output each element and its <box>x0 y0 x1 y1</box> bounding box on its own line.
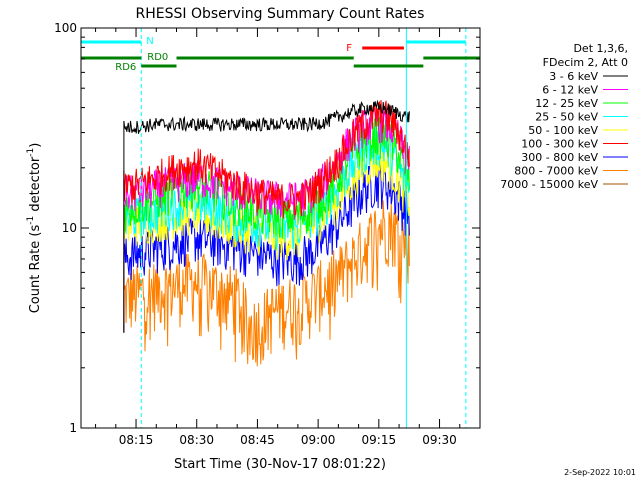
legend-label-1: 6 - 12 keV <box>542 84 598 97</box>
legend-label-6: 300 - 800 keV <box>521 151 598 164</box>
x-tick-label-1: 08:30 <box>179 433 214 447</box>
x-tick-label-3: 09:00 <box>301 433 336 447</box>
y-tick-label-0: 1 <box>69 421 77 435</box>
legend-label-8: 7000 - 15000 keV <box>500 178 598 191</box>
x-tick-label-5: 09:30 <box>422 433 457 447</box>
legend-label-5: 100 - 300 keV <box>521 138 598 151</box>
segment-bar-label-3: RD0 <box>147 52 168 63</box>
x-axis-label: Start Time (30-Nov-17 08:01:22) <box>174 457 386 472</box>
legend-label-2: 12 - 25 keV <box>535 97 598 110</box>
x-tick-label-2: 08:45 <box>240 433 275 447</box>
y-axis-label-sup-2: -1 <box>26 148 36 157</box>
y-axis-label-main: Count Rate (s <box>28 225 43 314</box>
y-tick-label-2: 100 <box>54 21 77 35</box>
plot-content <box>123 99 410 367</box>
x-tick-label-0: 08:15 <box>119 433 154 447</box>
y-axis-label-end: ) <box>28 143 43 148</box>
chart-title: RHESSI Observing Summary Count Rates <box>136 6 425 22</box>
series-line-7 <box>123 200 410 367</box>
segment-bar-label-2: RD6 <box>115 62 136 73</box>
series-line-5 <box>123 99 410 219</box>
y-axis-label: Count Rate (s-1 detector-1) <box>26 143 43 314</box>
segment-bar-label-7: F <box>346 43 352 54</box>
legend-header-line-2: FDecim 2, Att 0 <box>543 56 628 69</box>
axes: 08:15 08:30 08:45 09:00 09:15 09:30 1 10 100 <box>54 21 481 447</box>
legend-header-line-1: Det 1,3,6, <box>573 42 628 55</box>
y-axis-label-sup-1: -1 <box>26 216 36 225</box>
y-axis-label-mid: detector <box>28 156 43 216</box>
y-tick-label-1: 10 <box>62 221 77 235</box>
legend-label-3: 25 - 50 keV <box>535 111 598 124</box>
footer-date: 2-Sep-2022 10:01 <box>564 468 636 477</box>
series-line-6 <box>123 163 410 287</box>
segment-bar-label-0: N <box>146 36 153 47</box>
series-0 <box>123 99 410 333</box>
legend-label-0: 3 - 6 keV <box>549 70 598 83</box>
segment-bars: N RD6 RD0 F <box>81 28 480 428</box>
legend-header: Det 1,3,6, FDecim 2, Att 0 <box>543 42 628 69</box>
series-line-0 <box>123 99 410 134</box>
x-tick-label-4: 09:15 <box>362 433 397 447</box>
legend-label-7: 800 - 7000 keV <box>514 165 598 178</box>
legend-label-4: 50 - 100 keV <box>528 124 598 137</box>
